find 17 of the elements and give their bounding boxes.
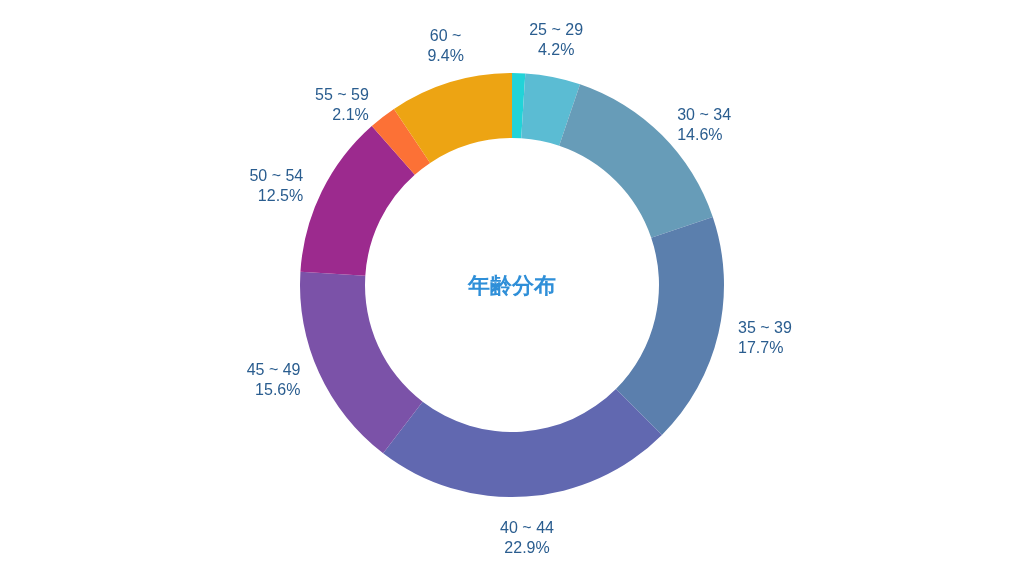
slice-label: 30 ~ 34 [677, 105, 732, 123]
slice-label: 40 ~ 44 [500, 518, 555, 536]
data-label: 2.1% [332, 106, 369, 124]
text: 年齢分布 [467, 273, 556, 298]
slice-label: 45 ~ 49 [246, 361, 301, 379]
data-label: 22.9% [504, 538, 550, 556]
data-label: 17.7% [738, 338, 784, 356]
data-label: 15.6% [255, 381, 301, 399]
data-label: 14.6% [677, 125, 723, 143]
data-label: 12.5% [257, 186, 304, 204]
slice-label: 35 ~ 39 [738, 318, 792, 336]
slice-label: 55 ~ 59 [315, 86, 369, 104]
data-label: 9.4% [427, 46, 464, 64]
slice-label: 25 ~ 29 [529, 21, 584, 39]
slice-label: 50 ~ 54 [249, 166, 304, 184]
slice-label: 60 ~ [429, 26, 462, 44]
data-label: 4.2% [537, 41, 575, 59]
